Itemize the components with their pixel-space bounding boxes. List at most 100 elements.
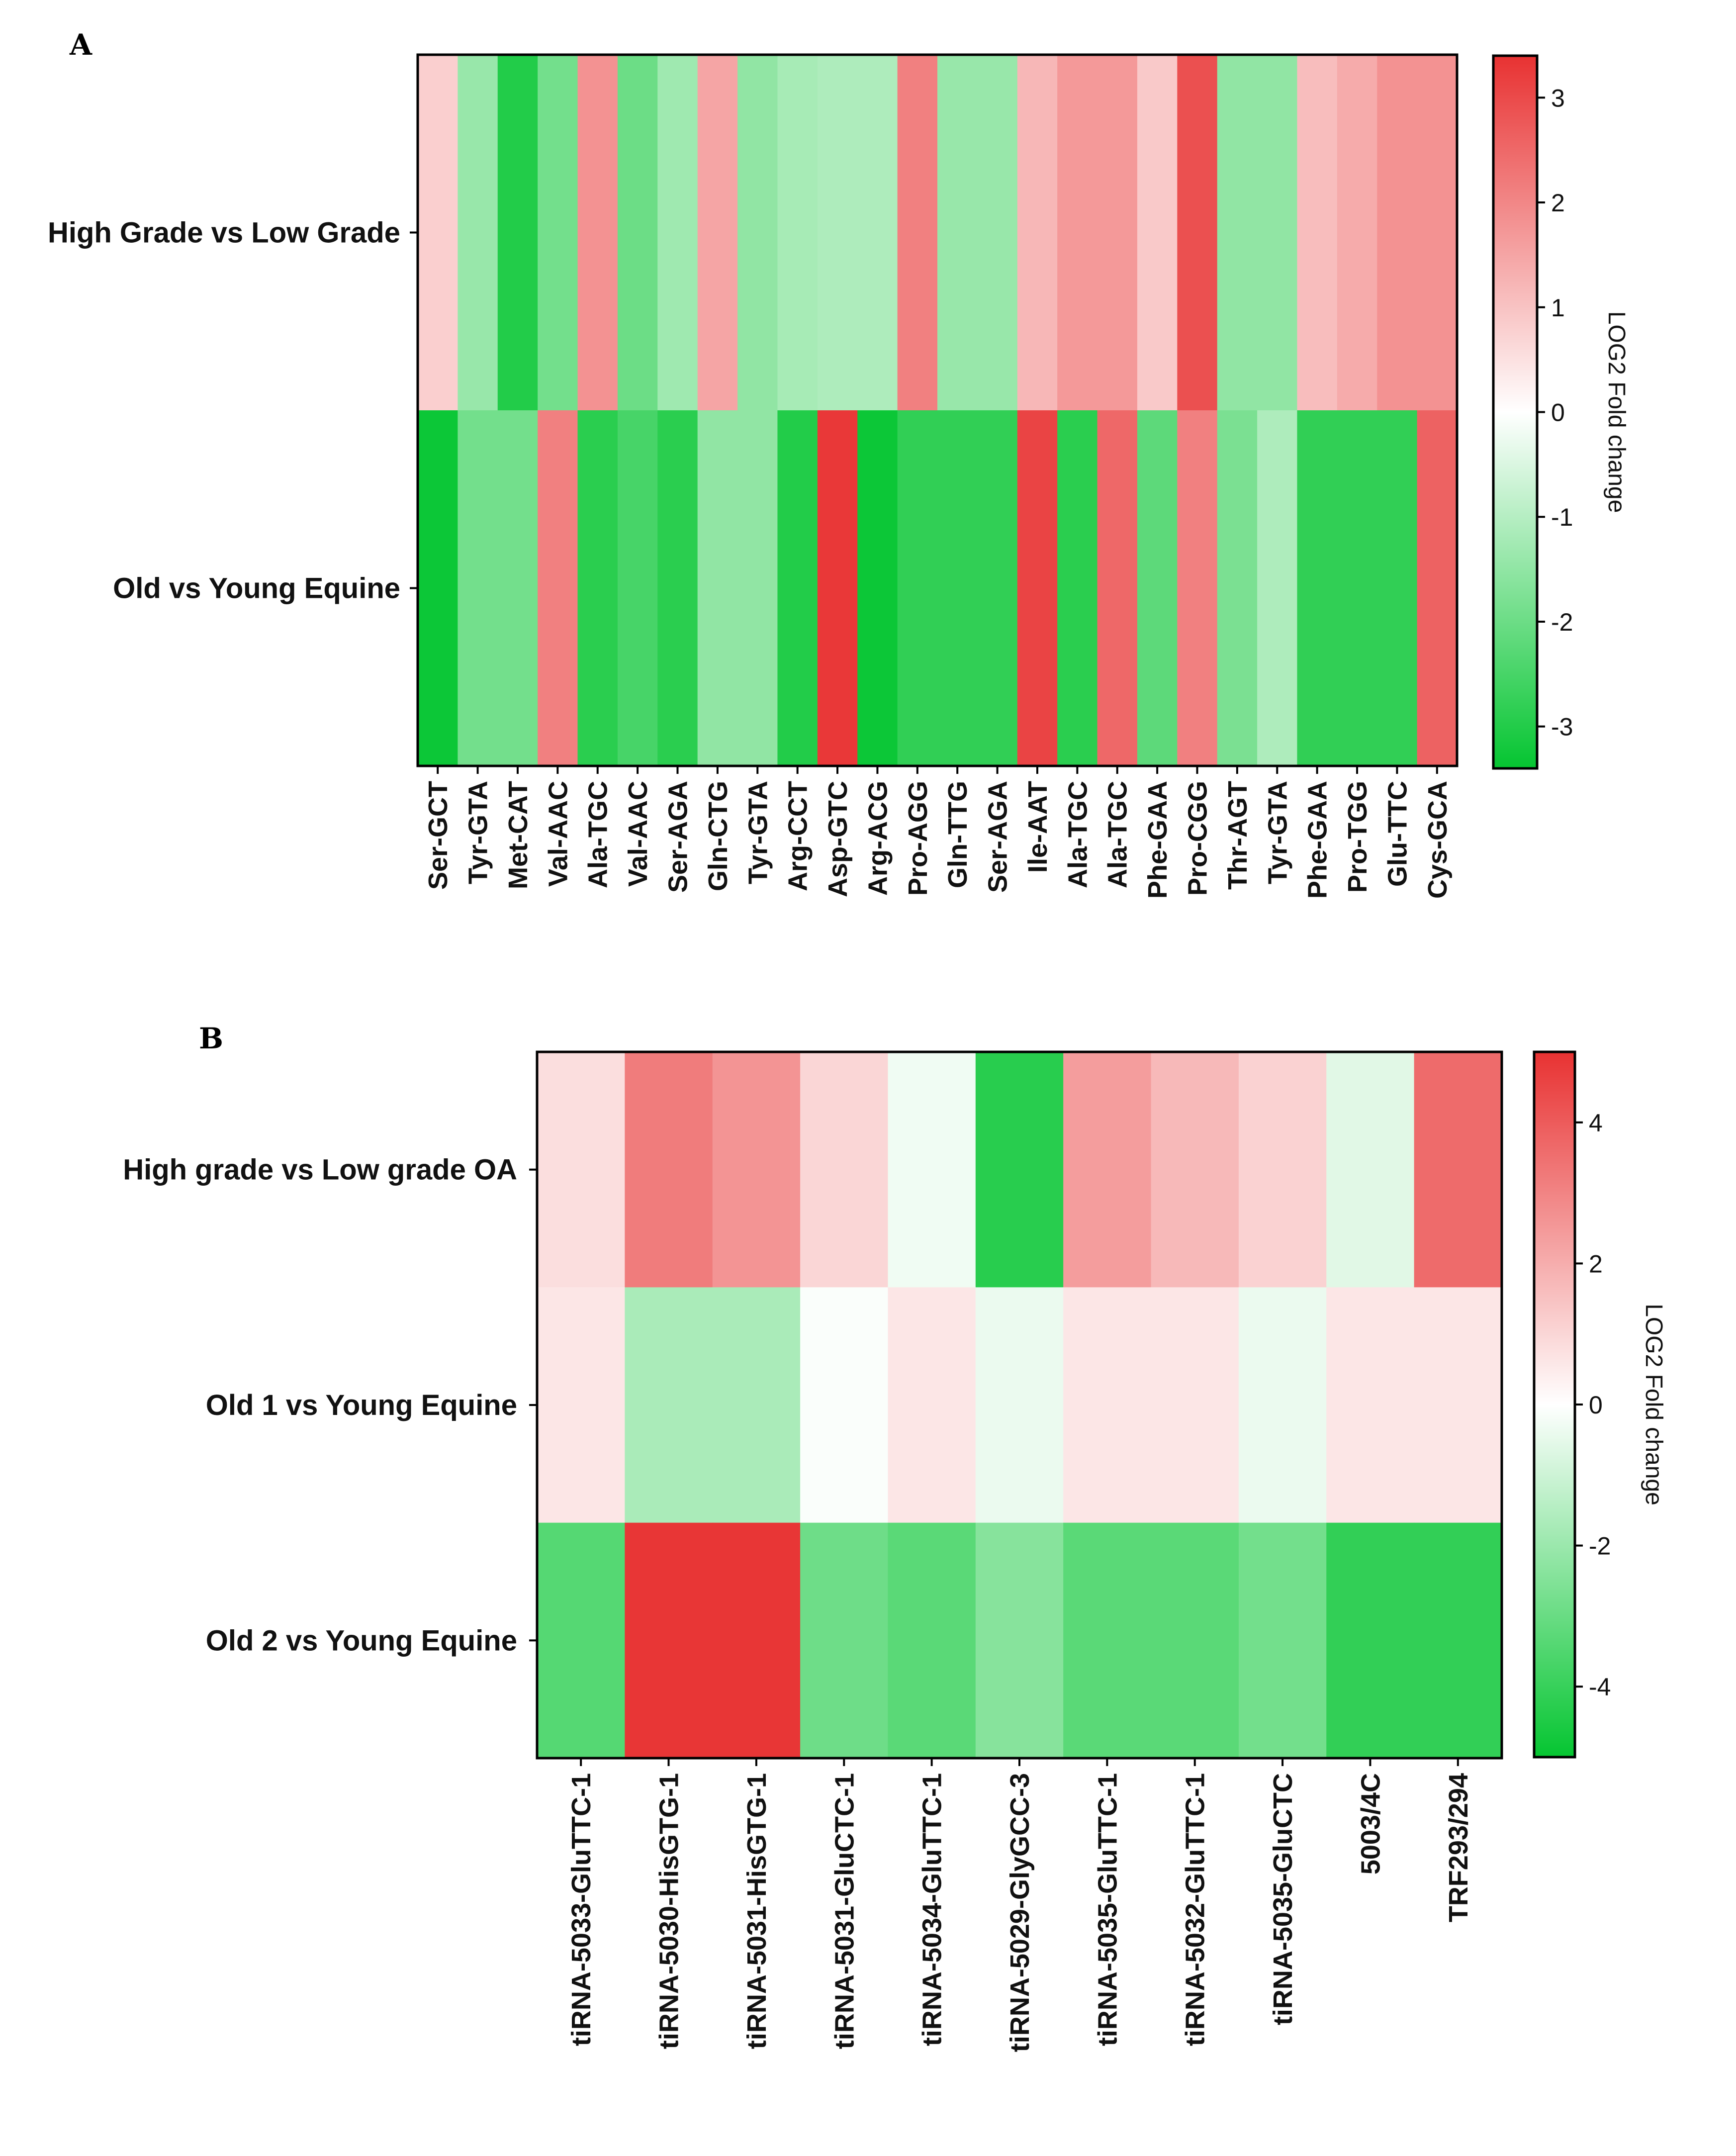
panel-b-row-label: Old 1 vs Young Equine [206, 1389, 517, 1421]
panel-b-cell [537, 1522, 625, 1759]
panel-b-cell [1414, 1052, 1502, 1288]
panel-b-cell [1326, 1052, 1415, 1288]
panel-a-col-label: Pro-CGG [1183, 781, 1213, 896]
panel-a-cell [497, 410, 538, 766]
panel-a-col-label: Ser-GCT [423, 781, 453, 890]
panel-a-cell [1097, 410, 1138, 766]
panel-b-cell [975, 1522, 1064, 1759]
panel-b-cell [975, 1052, 1064, 1288]
panel-b-cell [1414, 1522, 1502, 1759]
panel-b-heatmap: B High grade vs Low grade OA Old 1 vs Youn… [123, 1022, 1667, 2052]
panel-b-cell [800, 1522, 889, 1759]
panel-a-colorbar-tick-label: 0 [1551, 399, 1565, 427]
panel-a-cell [777, 55, 818, 411]
panel-a-colorbar-tick-label: 3 [1551, 84, 1565, 112]
panel-a-cell [1057, 410, 1098, 766]
panel-a-cell [817, 55, 858, 411]
panel-b-cell [537, 1052, 625, 1288]
panel-a-cell [897, 410, 938, 766]
panel-a-colorbar-title: LOG2 Fold change [1603, 311, 1630, 513]
panel-a-colorbar-tick-label: -3 [1551, 713, 1573, 741]
panel-b-cell [625, 1287, 713, 1523]
panel-b-cell [1151, 1522, 1239, 1759]
panel-a-cell [1257, 55, 1298, 411]
panel-a-colorbar-tick-label: 2 [1551, 189, 1565, 217]
panel-a-cell [657, 410, 698, 766]
panel-b-col-label: 5003/4C [1356, 1773, 1385, 1875]
panel-a-col-label: Val-AAC [543, 781, 573, 887]
panel-a-cell [977, 55, 1018, 411]
panel-b-cell [712, 1522, 801, 1759]
panel-a-cell [737, 55, 778, 411]
panel-a-cell [457, 410, 498, 766]
panel-b-cell [1151, 1052, 1239, 1288]
panel-a-col-label: Phe-GAA [1303, 781, 1333, 899]
panel-a-col-label: Gln-CTG [703, 781, 733, 891]
panel-a-cell [1297, 55, 1338, 411]
panel-a-col-label: Ser-AGA [663, 781, 693, 893]
panel-a-cell [538, 410, 578, 766]
panel-b-cell [1151, 1287, 1239, 1523]
panel-a-colorbar-tick-label: -1 [1551, 503, 1573, 531]
panel-a-colorbar [1492, 54, 1539, 770]
panel-b-col-label: tiRNA-5029-GlyGCC-3 [1005, 1773, 1035, 2052]
panel-b-col-label: tiRNA-5031-HisGTG-1 [742, 1773, 772, 2049]
panel-a-cell [1017, 55, 1058, 411]
panel-a-cell [1137, 410, 1178, 766]
panel-a-col-label: Ile-AAT [1023, 781, 1053, 873]
panel-a-letter: A [69, 28, 92, 62]
panel-a-cell [1377, 410, 1418, 766]
panel-a-cell [418, 55, 458, 411]
panel-a-cell [737, 410, 778, 766]
panel-a-cell [1337, 55, 1377, 411]
panel-a-cell [497, 55, 538, 411]
panel-b-col-label: tiRNA-5035-GluCTC [1268, 1773, 1298, 2025]
panel-a-col-label: Cys-GCA [1423, 781, 1453, 899]
panel-b-colorbar-tick-label: 4 [1589, 1109, 1603, 1137]
panel-a-col-label: Val-AAC [623, 781, 653, 887]
panel-b-colorbar [1533, 1050, 1576, 1759]
panel-a-cell [817, 410, 858, 766]
panel-b-col-label: tiRNA-5034-GluTTC-1 [917, 1773, 947, 2046]
panel-a-col-label: Tyr-GTA [1263, 781, 1292, 884]
panel-a-cell [577, 410, 618, 766]
panel-b-colorbar-title: LOG2 Fold change [1641, 1304, 1667, 1505]
panel-a-col-label: Phe-GAA [1143, 781, 1173, 899]
panel-b-cell [712, 1287, 801, 1523]
panel-a-cell [1417, 55, 1458, 411]
panel-a-colorbar-tick-label: 1 [1551, 294, 1565, 322]
panel-b-cell [1238, 1522, 1327, 1759]
panel-b-row-label: High grade vs Low grade OA [123, 1154, 517, 1186]
panel-b-col-label: tiRNA-5030-HisGTG-1 [654, 1773, 684, 2049]
panel-b-cell [888, 1522, 976, 1759]
panel-b-cell [1238, 1052, 1327, 1288]
panel-b-cell [1063, 1052, 1152, 1288]
panel-b-cell [1063, 1522, 1152, 1759]
panel-b-colorbar-tick-label: -4 [1589, 1673, 1611, 1701]
panel-b-cell [1238, 1287, 1327, 1523]
panel-b-cell [1414, 1287, 1502, 1523]
panel-a-cell [897, 55, 938, 411]
panel-a-col-label: Pro-AGG [903, 781, 933, 896]
panel-a-cell [1137, 55, 1178, 411]
panel-a-cell [1097, 55, 1138, 411]
panel-a-cell [1217, 410, 1258, 766]
panel-a-cell [1177, 55, 1218, 411]
panel-a-cell [577, 55, 618, 411]
panel-a-cell [418, 410, 458, 766]
panel-b-col-label: tiRNA-5033-GluTTC-1 [566, 1773, 596, 2046]
panel-b-cell [712, 1052, 801, 1288]
panel-b-cell [888, 1052, 976, 1288]
panel-a-cell [1177, 410, 1218, 766]
panel-a-col-label: Tyr-GTA [463, 781, 493, 884]
panel-a-cell [857, 55, 898, 411]
panel-a-cell [697, 55, 738, 411]
panel-a-cell [1297, 410, 1338, 766]
panel-a-col-label: Ala-TGC [583, 781, 613, 888]
panel-b-cell [1063, 1287, 1152, 1523]
panel-a-frame [416, 53, 1459, 767]
panel-a-col-label: Arg-CCT [783, 781, 813, 891]
panel-a-heatmap: A High Grade vs Low Grade Old vs Young Equ… [48, 28, 1630, 899]
panel-a-col-label: Ala-TGC [1103, 781, 1133, 888]
